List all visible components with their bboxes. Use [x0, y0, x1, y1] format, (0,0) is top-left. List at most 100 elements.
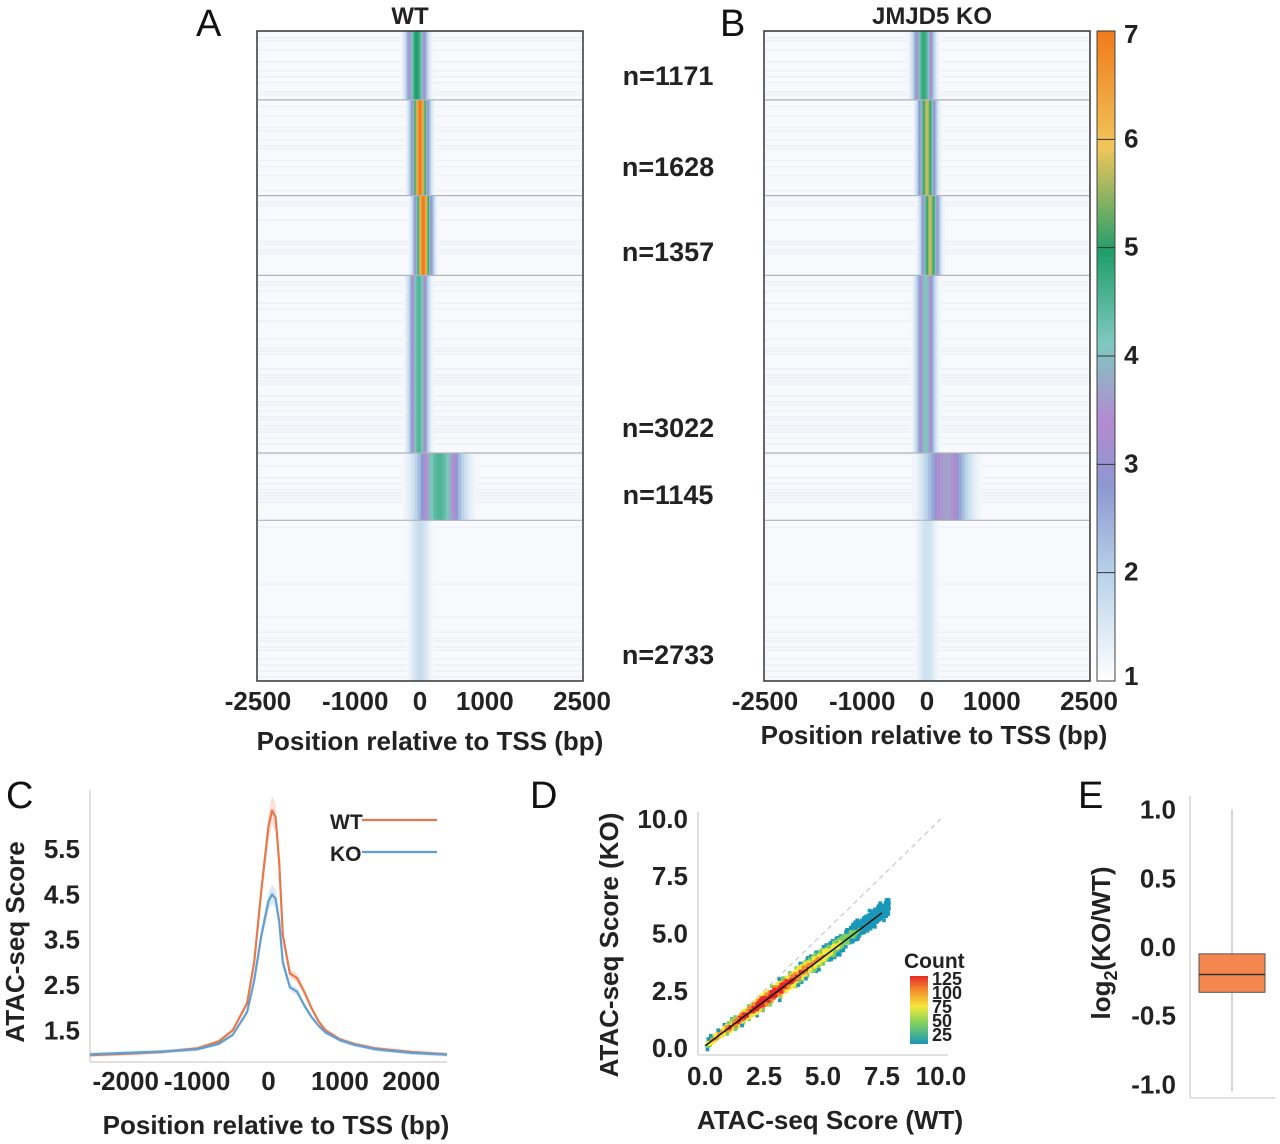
heatmap-signal-cell — [930, 195, 932, 276]
line-chart-y-tick: 1.5 — [44, 1015, 80, 1045]
scatter-point — [780, 976, 785, 980]
heatmap-ko-xlabel: Position relative to TSS (bp) — [761, 720, 1108, 750]
colorbar-ticks: 1 2 3 4 5 6 7 — [1097, 19, 1139, 691]
heatmap-signal-cell — [430, 275, 432, 454]
heatmap-b-title: JMJD5 KO — [872, 3, 992, 30]
heatmap-signal-cell — [427, 520, 430, 681]
heatmap-signal-cell — [431, 520, 434, 681]
heatmap-signal-cell — [415, 195, 417, 276]
heatmap-signal-cell — [431, 195, 433, 276]
heatmap-signal-cell — [932, 195, 935, 276]
scatter-point — [745, 1007, 750, 1011]
heatmap-signal-cell — [910, 275, 913, 454]
scatter-point — [876, 915, 880, 920]
scatter-point — [777, 977, 782, 981]
heatmap-x-tick: -1000 — [829, 686, 896, 716]
cluster-labels: n=1171 n=1628 n=1357 n=3022 n=1145 n=2733 — [622, 61, 714, 670]
heatmap-signal-cell — [914, 99, 916, 196]
heatmap-signal-cell — [415, 520, 418, 681]
scatter-point — [856, 921, 860, 926]
scatter-point — [882, 918, 886, 923]
scatter-point — [824, 950, 828, 955]
heatmap-signal-cell — [403, 31, 405, 100]
heatmap-signal-cell — [403, 275, 406, 454]
heatmap-signal-cell — [933, 275, 935, 454]
heatmap-signal-cell — [414, 520, 416, 681]
heatmap-signal-cell — [427, 195, 430, 276]
scatter-point — [857, 924, 862, 928]
scatter-point — [777, 998, 782, 1003]
heatmap-cluster — [765, 194, 1089, 276]
scatter-point — [761, 1005, 765, 1009]
scatter-point — [777, 980, 782, 984]
scatter-point — [859, 918, 864, 923]
heatmap-signal-cell — [426, 275, 428, 454]
heatmap-signal-cell — [930, 31, 933, 100]
heatmap-signal-cell — [914, 275, 916, 454]
scatter-point — [834, 940, 838, 944]
heatmap-x-tick: 1000 — [963, 686, 1021, 716]
scatter-point — [720, 1029, 724, 1034]
scatter-chart-d: 0.0 2.5 5.0 7.5 10.0 0.0 2.5 5.0 7.5 10.0 12510075… — [637, 804, 966, 1091]
heatmap-signal-cell — [928, 275, 930, 454]
scatter-x-tick: 7.5 — [864, 1061, 900, 1091]
scatter-point — [751, 1002, 756, 1007]
heatmap-signal-cell — [928, 520, 931, 681]
scatter-point — [730, 1017, 734, 1022]
heatmap-signal-cell — [427, 275, 430, 454]
heatmap-signal-cell — [473, 453, 478, 521]
heatmap-signal-cell — [433, 195, 436, 276]
scatter-point — [736, 1023, 740, 1028]
scatter-point — [764, 1002, 769, 1006]
heatmap-signal-cell — [422, 31, 424, 100]
scatter-point — [839, 949, 843, 953]
scatter-point — [799, 965, 804, 970]
heatmap-signal-cell — [412, 275, 414, 454]
heatmap-signal-cell — [939, 195, 942, 276]
heatmap-signal-cell — [423, 99, 425, 196]
scatter-point — [768, 1002, 773, 1007]
scatter-point — [764, 992, 769, 997]
heatmap-signal-cell — [422, 195, 424, 276]
scatter-x-tick: 5.0 — [805, 1061, 841, 1091]
scatter-point — [721, 1027, 726, 1032]
heatmap-signal-cell — [939, 99, 942, 196]
scatter-point — [850, 923, 855, 928]
heatmap-signal-cell — [425, 195, 428, 276]
heatmap-signal-cell — [927, 31, 930, 100]
scatter-point — [795, 971, 799, 976]
heatmap-signal-cell — [431, 31, 434, 100]
line-chart-x-tick: -1000 — [164, 1066, 231, 1096]
heatmap-signal-cell — [432, 195, 435, 276]
scatter-point — [759, 994, 763, 998]
count-legend-label: 75 — [932, 997, 952, 1017]
scatter-point — [844, 930, 848, 934]
cluster-n-label: n=1145 — [623, 480, 714, 510]
heatmap-signal-cell — [407, 275, 409, 454]
heatmap-signal-cell — [914, 31, 916, 100]
heatmap-signal-cell — [448, 453, 453, 521]
scatter-point — [745, 1009, 750, 1013]
heatmap-signal-cell — [940, 453, 944, 521]
scatter-point — [841, 948, 846, 953]
scatter-point — [771, 994, 776, 999]
line-chart-c: 1.5 2.5 3.5 4.5 5.5 -2000 -1000 0 1000 2000 WT KO — [44, 790, 448, 1096]
heatmap-signal-cell — [911, 275, 914, 454]
heatmap-x-tick: 0 — [920, 686, 934, 716]
scatter-point — [778, 992, 782, 997]
scatter-point — [762, 991, 767, 996]
heatmap-signal-cell — [406, 99, 408, 196]
scatter-point — [829, 957, 833, 962]
heatmap-signal-cell — [426, 453, 431, 521]
heatmap-signal-cell — [924, 99, 927, 196]
scatter-point — [841, 935, 846, 939]
scatter-point — [836, 938, 840, 943]
heatmap-signal-cell — [916, 520, 919, 681]
heatmap-signal-cell — [916, 99, 918, 196]
count-legend-label: 100 — [932, 983, 962, 1003]
heatmap-signal-cell — [923, 275, 925, 454]
heatmap-signal-cell — [931, 195, 933, 276]
heatmap-signal-cell — [406, 520, 409, 681]
heatmap-signal-cell — [428, 520, 431, 681]
heatmap-signal-cell — [921, 520, 923, 681]
